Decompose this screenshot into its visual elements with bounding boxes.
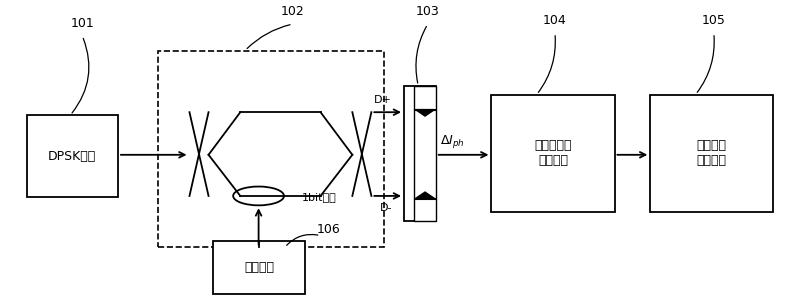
Text: D+: D+: [374, 95, 392, 105]
Text: 眼图仪误
码分析仪: 眼图仪误 码分析仪: [697, 139, 727, 167]
Text: 104: 104: [543, 14, 566, 27]
Text: 105: 105: [702, 14, 726, 27]
Text: 103: 103: [416, 5, 440, 18]
Bar: [650, 95, 774, 212]
Text: DPSK信号: DPSK信号: [48, 150, 97, 163]
Text: 101: 101: [70, 17, 94, 30]
Text: 102: 102: [281, 5, 305, 18]
Bar: [26, 115, 118, 197]
Text: D-: D-: [379, 203, 392, 213]
Text: $\Delta I_{ph}$: $\Delta I_{ph}$: [440, 133, 465, 150]
Text: 106: 106: [317, 223, 340, 236]
Polygon shape: [415, 192, 434, 198]
Bar: [214, 241, 305, 294]
Text: 1bit延时: 1bit延时: [302, 192, 337, 202]
Polygon shape: [415, 110, 434, 116]
Bar: [404, 86, 436, 221]
Text: 控制时延: 控制时延: [244, 261, 274, 275]
Text: 还原成原码
调制信号: 还原成原码 调制信号: [534, 139, 572, 167]
Bar: [491, 95, 614, 212]
Bar: [158, 51, 384, 247]
Bar: [414, 86, 436, 221]
